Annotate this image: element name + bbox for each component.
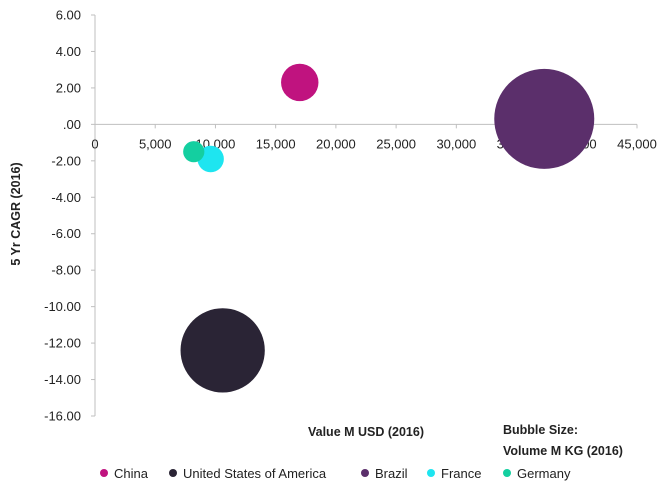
x-tick-label: 25,000 (376, 136, 416, 151)
legend: China United States of America Brazil Franc… (100, 466, 571, 481)
bubble-china (281, 63, 319, 102)
bubble-size-note-line1: Bubble Size: (503, 423, 578, 437)
x-axis-ticks: 05,00010,00015,00020,00025,00030,00035,0… (91, 124, 657, 151)
y-tick-label: -8.00 (51, 263, 81, 278)
y-tick-label: -2.00 (51, 153, 81, 168)
y-axis-ticks: 6.00 4.00 2.00 .00 -2.00 -4.00 -6.00 -8.00 -10.0… (44, 8, 95, 424)
bubble-germany (183, 141, 205, 163)
legend-label: China (114, 466, 149, 481)
legend-label: France (441, 466, 481, 481)
legend-label: Brazil (375, 466, 408, 481)
x-tick-label: 30,000 (436, 136, 476, 151)
legend-label: Germany (517, 466, 571, 481)
legend-marker (427, 469, 435, 477)
legend-label: United States of America (183, 466, 327, 481)
y-tick-label: -14.00 (44, 372, 81, 387)
y-tick-label: -4.00 (51, 190, 81, 205)
y-tick-label: -10.00 (44, 299, 81, 314)
bubble-united-states-of-america (180, 308, 265, 393)
y-tick-label: 2.00 (56, 80, 81, 95)
bubble-size-note-line2: Volume M KG (2016) (503, 444, 623, 458)
y-tick-label: -6.00 (51, 226, 81, 241)
x-tick-label: 5,000 (139, 136, 172, 151)
y-tick-label: 4.00 (56, 44, 81, 59)
x-axis-title: Value M USD (2016) (308, 425, 424, 439)
bubbles (180, 63, 595, 393)
y-tick-label: -16.00 (44, 409, 81, 424)
legend-marker (503, 469, 511, 477)
x-tick-label: 0 (91, 136, 98, 151)
x-tick-label: 45,000 (617, 136, 657, 151)
x-tick-label: 20,000 (316, 136, 356, 151)
y-tick-label: -12.00 (44, 336, 81, 351)
x-tick-label: 15,000 (256, 136, 296, 151)
legend-marker (100, 469, 108, 477)
y-axis-title: 5 Yr CAGR (2016) (9, 162, 23, 265)
y-tick-label: 6.00 (56, 8, 81, 23)
legend-marker (169, 469, 177, 477)
bubble-brazil (494, 68, 595, 169)
legend-marker (361, 469, 369, 477)
axes: 6.00 4.00 2.00 .00 -2.00 -4.00 -6.00 -8.00 -10.0… (44, 8, 657, 424)
y-tick-label: .00 (63, 117, 81, 132)
